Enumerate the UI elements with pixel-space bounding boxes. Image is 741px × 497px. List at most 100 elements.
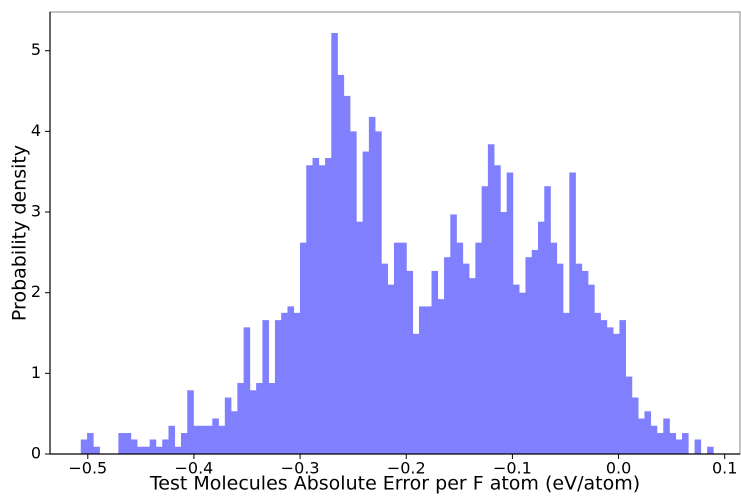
bar (293, 312, 301, 454)
bar (613, 333, 620, 454)
bar (707, 446, 714, 454)
bar (656, 433, 664, 454)
bar (243, 327, 251, 454)
bar (368, 116, 376, 455)
bar (575, 263, 583, 454)
bar (212, 418, 219, 454)
bar (256, 383, 263, 454)
bar (400, 242, 407, 454)
bar (556, 263, 564, 454)
bar (237, 383, 244, 454)
x-tick-label: −0.3 (281, 459, 320, 478)
bar (469, 278, 476, 454)
bar (631, 397, 639, 454)
bar (588, 284, 595, 454)
bar (694, 439, 702, 454)
bar (356, 221, 363, 454)
bar (143, 446, 150, 454)
bar (512, 284, 520, 454)
y-axis-label: Probability density (9, 145, 31, 321)
bar (306, 165, 313, 454)
bar (224, 397, 232, 454)
bar (325, 157, 332, 454)
bar (168, 425, 176, 454)
bar (387, 284, 395, 454)
bar (581, 270, 589, 454)
bar (262, 320, 269, 454)
bar (456, 242, 464, 454)
y-tick-label: 1 (31, 363, 41, 382)
x-tick-label: 0.0 (606, 459, 631, 478)
bar (199, 425, 207, 454)
bar (594, 312, 601, 454)
bar (362, 151, 370, 454)
bar (187, 390, 194, 454)
y-tick-label: 2 (31, 282, 41, 301)
bar (550, 242, 558, 454)
y-tick-label: 3 (31, 202, 41, 221)
bar (506, 172, 514, 454)
x-tick-label: −0.2 (387, 459, 426, 478)
bar (682, 433, 689, 454)
bar (638, 418, 645, 454)
bar (537, 221, 545, 454)
bar (675, 439, 683, 454)
bar (663, 418, 670, 454)
bar (80, 439, 88, 454)
bar (393, 242, 401, 454)
bar (425, 306, 432, 454)
bar (268, 383, 276, 454)
bar (531, 249, 539, 454)
bar (481, 186, 489, 454)
bar (149, 439, 157, 454)
bar (475, 242, 482, 454)
bar (162, 439, 169, 454)
x-tick-label: −0.5 (68, 459, 107, 478)
bar (87, 433, 94, 454)
bar (331, 32, 338, 455)
bar (406, 270, 414, 454)
bar (500, 212, 507, 454)
bar (130, 439, 138, 454)
bar (318, 165, 326, 454)
bar (600, 320, 608, 454)
x-tick-label: −0.1 (493, 459, 532, 478)
bar (644, 411, 652, 454)
bar (525, 257, 533, 454)
bar (519, 292, 526, 454)
bar (206, 425, 213, 454)
bar (287, 306, 295, 454)
bar (281, 312, 288, 454)
bar (563, 312, 570, 454)
x-tick-label: −0.4 (175, 459, 214, 478)
bar (606, 327, 614, 454)
bar (462, 263, 470, 454)
bar (437, 299, 445, 454)
bar (193, 425, 201, 454)
y-tick-label: 0 (31, 444, 41, 463)
bar (619, 320, 626, 454)
bar (381, 263, 388, 454)
bar (124, 433, 132, 454)
bar (218, 425, 226, 454)
bar (431, 270, 439, 454)
bar (155, 446, 163, 454)
bar (174, 446, 182, 454)
x-axis-label: Test Molecules Absolute Error per F atom… (149, 473, 640, 495)
bar (669, 433, 677, 454)
bar (444, 257, 451, 454)
bar (350, 131, 357, 455)
bar (625, 376, 633, 454)
y-tick-label: 5 (31, 40, 41, 59)
bar (93, 446, 100, 454)
bar (249, 390, 257, 454)
bar (412, 333, 420, 454)
bar (231, 411, 238, 454)
bar (118, 433, 125, 454)
bar (418, 306, 426, 454)
x-tick-label: 0.1 (712, 459, 737, 478)
bar (650, 425, 658, 454)
bar (180, 433, 188, 454)
bar (299, 242, 307, 454)
